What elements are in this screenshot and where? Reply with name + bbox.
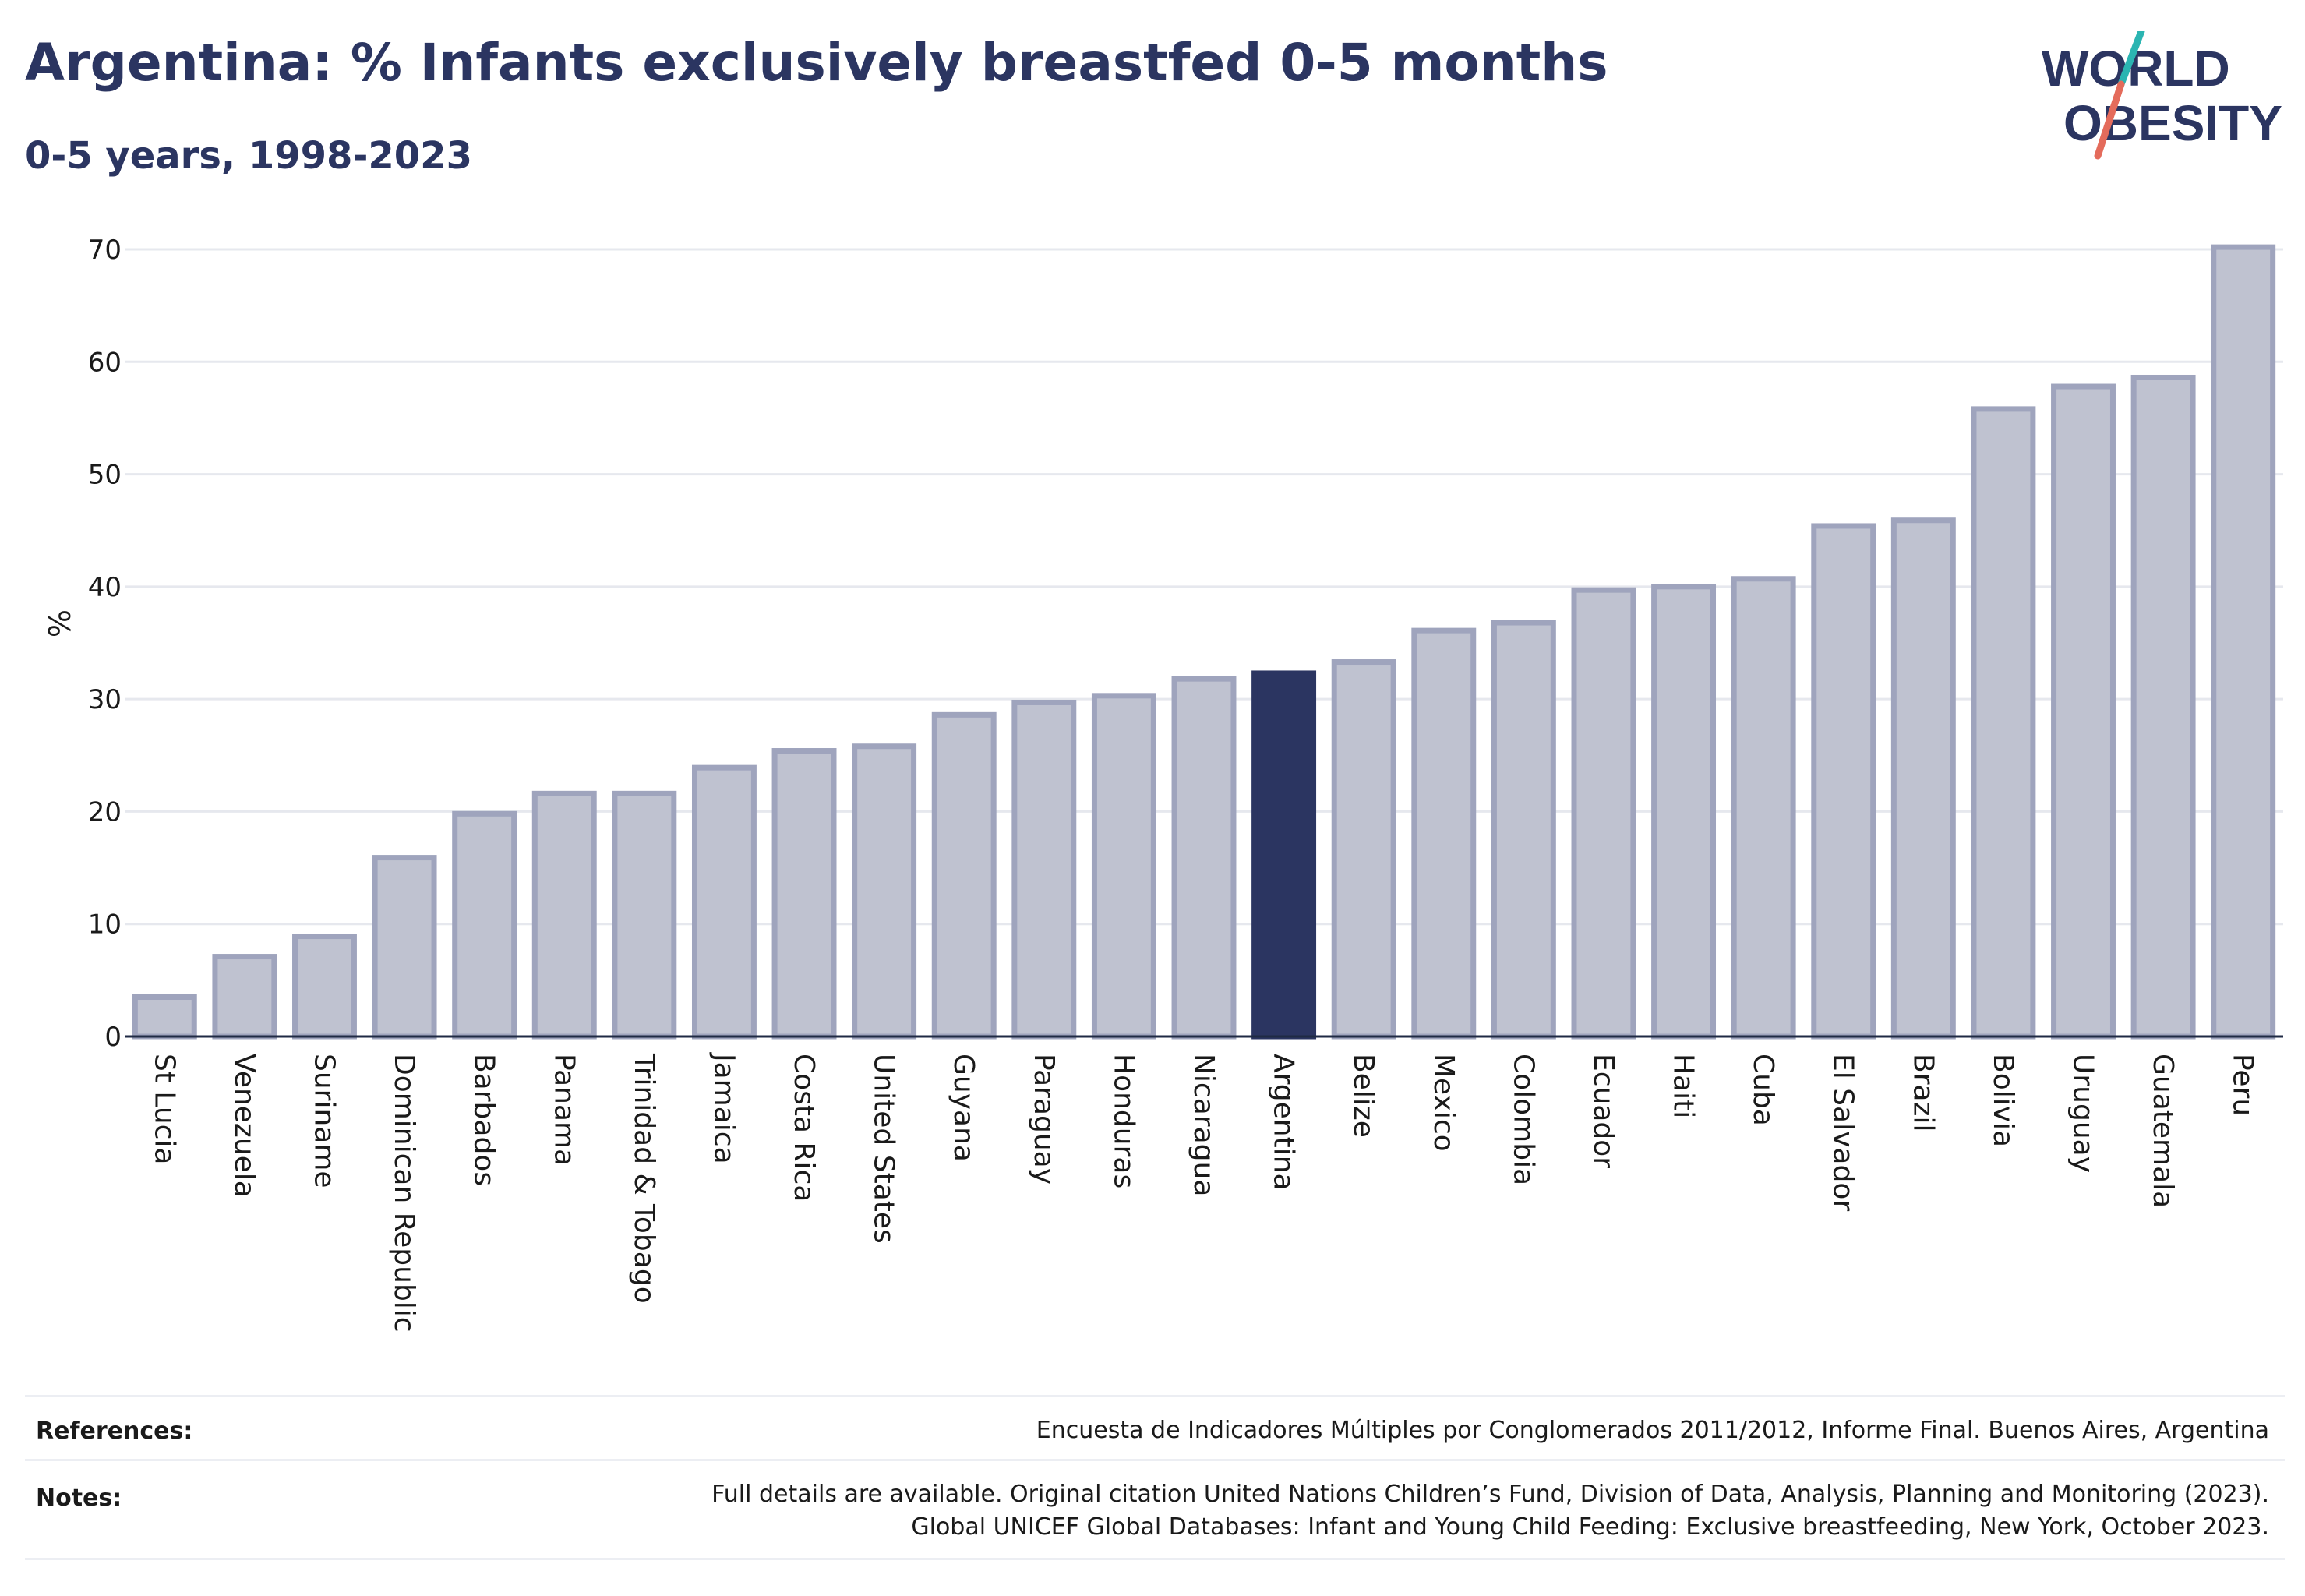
bar-colombia bbox=[1491, 620, 1556, 1040]
x-tick-label: Ecuador bbox=[1587, 1054, 1619, 1168]
x-tick-label: Cuba bbox=[1747, 1054, 1779, 1126]
bar-uruguay bbox=[2051, 383, 2116, 1040]
bar-suriname bbox=[292, 934, 357, 1040]
bar-cuba bbox=[1731, 576, 1796, 1040]
y-tick-label: 40 bbox=[88, 572, 122, 603]
notes-row: Notes: Full details are available. Origi… bbox=[25, 1459, 2285, 1560]
y-tick-label: 50 bbox=[88, 460, 122, 491]
x-tick-label: Dominican Republic bbox=[388, 1054, 420, 1333]
y-tick-label: 10 bbox=[88, 909, 122, 941]
y-axis-label: % bbox=[41, 609, 76, 637]
references-label: References: bbox=[36, 1418, 193, 1445]
bar-st-lucia bbox=[132, 994, 197, 1040]
x-tick-label: Trinidad & Tobago bbox=[628, 1053, 660, 1304]
bar-argentina bbox=[1251, 670, 1317, 1040]
bar-el-salvador bbox=[1811, 523, 1876, 1040]
chart-subtitle: 0-5 years, 1998-2023 bbox=[25, 134, 472, 178]
world-obesity-logo: WORLD OBESITY bbox=[2042, 31, 2282, 160]
bar-venezuela bbox=[212, 954, 277, 1040]
bar-haiti bbox=[1651, 584, 1717, 1040]
x-tick-label: Barbados bbox=[468, 1054, 500, 1186]
x-tick-label: Suriname bbox=[308, 1054, 340, 1188]
bar-honduras bbox=[1091, 693, 1156, 1040]
y-tick-label: 70 bbox=[88, 235, 122, 266]
references-text: Encuesta de Indicadores Múltiples por Co… bbox=[1036, 1417, 2269, 1444]
y-tick-label: 30 bbox=[88, 684, 122, 715]
bar-united-states bbox=[852, 743, 917, 1040]
x-tick-label: Costa Rica bbox=[788, 1054, 820, 1202]
x-tick-label: Panama bbox=[548, 1054, 580, 1166]
x-tick-label: Nicaragua bbox=[1188, 1054, 1220, 1196]
bar-mexico bbox=[1411, 627, 1477, 1040]
bar-chart: 0 10 20 30 40 50 60 70% St Lucia Venezuela Surinam… bbox=[41, 235, 2283, 1333]
bar-trinidad-tobago bbox=[612, 790, 677, 1040]
bar-peru bbox=[2211, 244, 2276, 1040]
bar-guatemala bbox=[2130, 374, 2196, 1040]
x-tick-label: Bolivia bbox=[1987, 1054, 2019, 1147]
bar-bolivia bbox=[1971, 406, 2036, 1040]
x-tick-label: Argentina bbox=[1268, 1054, 1300, 1191]
x-tick-label: Belize bbox=[1347, 1054, 1379, 1138]
x-tick-label: Brazil bbox=[1907, 1054, 1939, 1132]
y-tick-label: 20 bbox=[88, 796, 122, 828]
logo-slash-teal bbox=[2117, 31, 2145, 88]
notes-label: Notes: bbox=[36, 1485, 122, 1512]
x-tick-label: Jamaica bbox=[708, 1052, 740, 1164]
x-tick-label: Honduras bbox=[1107, 1054, 1139, 1188]
x-tick-label: Guatemala bbox=[2147, 1054, 2179, 1208]
y-tick-label: 60 bbox=[88, 347, 122, 378]
bar-guyana bbox=[931, 711, 997, 1040]
x-tick-label: Mexico bbox=[1428, 1054, 1460, 1152]
bar-costa-rica bbox=[771, 748, 837, 1040]
bar-paraguay bbox=[1011, 699, 1077, 1040]
x-tick-label: Haiti bbox=[1668, 1054, 1700, 1118]
x-tick-label: Paraguay bbox=[1028, 1054, 1060, 1185]
bar-brazil bbox=[1890, 517, 1956, 1040]
bar-nicaragua bbox=[1171, 676, 1237, 1040]
x-tick-label: El Salvador bbox=[1827, 1054, 1859, 1211]
bar-dominican-republic bbox=[372, 855, 437, 1040]
notes-line-1: Full details are available. Original cit… bbox=[711, 1481, 2269, 1508]
notes-text: Full details are available. Original cit… bbox=[711, 1478, 2269, 1544]
x-tick-label: Guyana bbox=[948, 1054, 980, 1162]
bar-panama bbox=[531, 790, 597, 1040]
logo-slash-coral bbox=[2094, 80, 2125, 160]
bar-ecuador bbox=[1571, 587, 1636, 1040]
bar-belize bbox=[1331, 659, 1396, 1040]
bar-jamaica bbox=[691, 764, 757, 1040]
x-tick-label: United States bbox=[868, 1054, 900, 1244]
x-tick-label: Peru bbox=[2227, 1054, 2259, 1116]
references-row: References: Encuesta de Indicadores Múlt… bbox=[25, 1395, 2285, 1461]
bar-barbados bbox=[452, 810, 517, 1040]
x-tick-label: St Lucia bbox=[148, 1054, 180, 1165]
y-tick-label: 0 bbox=[104, 1022, 122, 1053]
x-tick-label: Colombia bbox=[1507, 1054, 1539, 1185]
x-tick-label: Venezuela bbox=[228, 1054, 260, 1198]
x-tick-label: Uruguay bbox=[2067, 1054, 2099, 1173]
chart-title: Argentina: % Infants exclusively breastf… bbox=[25, 33, 1608, 93]
notes-line-2: Global UNICEF Global Databases: Infant a… bbox=[911, 1513, 2269, 1541]
